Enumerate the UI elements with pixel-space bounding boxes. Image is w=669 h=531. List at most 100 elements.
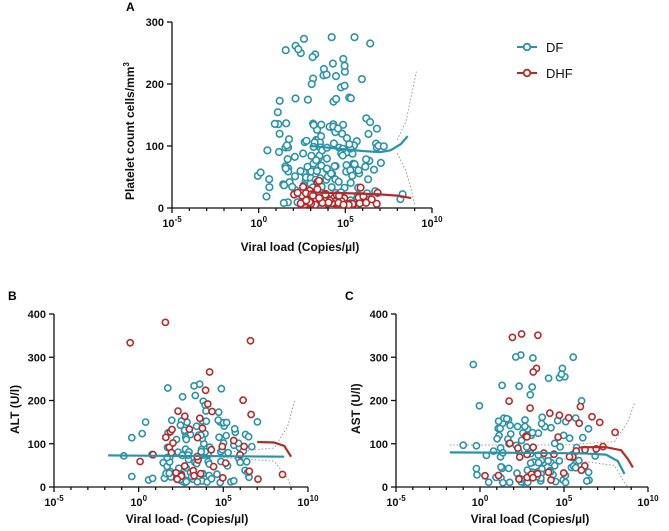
point-df-c	[521, 422, 529, 431]
legend: DF DHF	[517, 40, 573, 81]
point-dhf-c	[575, 419, 584, 428]
point-df-a	[288, 182, 297, 191]
point-df-a	[275, 96, 284, 105]
point-dhf-b	[221, 459, 230, 467]
point-df-a	[308, 52, 317, 62]
point-dhf-c	[523, 432, 531, 441]
point-df-c	[505, 478, 514, 487]
point-df-b	[193, 477, 202, 486]
fit-line-df-a	[310, 135, 409, 154]
y-tick-label: 0	[382, 482, 388, 494]
x-tick-label: 100	[250, 215, 267, 230]
y-tick-label: 100	[28, 439, 46, 451]
point-df-a	[299, 149, 308, 158]
point-df-c	[555, 456, 564, 465]
point-df-b	[138, 429, 147, 438]
point-df-a	[329, 139, 339, 148]
point-df-b	[178, 392, 187, 401]
point-df-a	[303, 95, 313, 104]
point-dhf-b	[278, 470, 287, 479]
point-df-a	[334, 177, 343, 186]
point-dhf-b	[196, 469, 205, 478]
point-df-a	[330, 162, 339, 171]
point-dhf-a	[293, 188, 302, 197]
point-df-c	[484, 478, 493, 487]
point-df-c	[513, 422, 522, 431]
point-df-a	[307, 79, 316, 89]
legend-label-df: DF	[546, 40, 563, 55]
x-tick-label: 1010	[421, 215, 443, 230]
point-dhf-c	[526, 404, 534, 412]
point-df-a	[262, 192, 271, 201]
point-dhf-b	[207, 445, 216, 454]
point-df-c	[498, 478, 507, 487]
point-dhf-c	[547, 476, 555, 484]
point-df-c	[494, 417, 503, 426]
point-df-a	[361, 162, 370, 171]
point-dhf-a	[314, 176, 324, 185]
point-dhf-b	[218, 442, 227, 451]
ci-upper-b	[223, 400, 295, 453]
legend-marker-dhf	[522, 68, 532, 78]
point-df-c	[469, 360, 478, 369]
point-df-b	[141, 418, 150, 426]
point-dhf-b	[203, 400, 212, 408]
point-df-b	[222, 418, 231, 427]
point-df-c	[529, 354, 537, 362]
point-df-c	[522, 443, 531, 451]
x-tick-label: 10-5	[162, 215, 182, 230]
point-df-a	[322, 164, 332, 173]
point-df-b	[127, 472, 136, 481]
point-df-c	[534, 458, 543, 467]
point-df-a	[302, 136, 311, 145]
point-dhf-b	[185, 425, 194, 434]
panel-b: B 0 100 200 300 400 10-5 100 105 1010 Viral load…	[8, 289, 319, 526]
point-df-a	[317, 120, 326, 129]
point-df-c	[472, 464, 481, 473]
point-df-a	[364, 129, 373, 139]
point-dhf-c	[554, 433, 562, 441]
point-dhf-b	[173, 475, 182, 484]
point-df-a	[327, 33, 336, 42]
y-tick-label: 0	[158, 203, 164, 215]
point-dhf-b	[168, 425, 176, 434]
point-dhf-b	[246, 336, 255, 345]
point-df-a	[362, 155, 371, 164]
point-df-a	[273, 108, 282, 117]
point-df-c	[497, 462, 505, 471]
point-dhf-b	[174, 407, 182, 415]
point-dhf-a	[367, 195, 376, 204]
point-df-a	[346, 94, 356, 103]
point-dhf-a	[299, 182, 308, 191]
point-dhf-c	[515, 475, 523, 483]
legend-marker-df	[522, 42, 532, 52]
point-dhf-c	[494, 471, 503, 480]
x-axis-label-a: Viral load (Copies/µl)	[241, 240, 360, 254]
point-df-b	[253, 417, 262, 426]
x-axis-label-b: Viral load- (Copies/µl)	[126, 512, 249, 526]
point-df-c	[521, 416, 529, 424]
point-df-c	[550, 461, 559, 470]
point-df-c	[502, 414, 511, 423]
point-dhf-b	[240, 442, 248, 451]
point-dhf-c	[565, 452, 574, 461]
point-df-b	[202, 417, 211, 426]
point-df-c	[473, 470, 481, 479]
legend-item-dhf: DHF	[517, 66, 573, 81]
point-df-c	[538, 413, 547, 422]
x-tick-label: 105	[337, 215, 354, 230]
x-tick-label: 105	[215, 494, 232, 509]
point-df-a	[296, 167, 305, 176]
point-dhf-b	[136, 457, 144, 466]
point-dhf-b	[190, 471, 198, 480]
point-dhf-c	[481, 471, 489, 480]
point-df-a	[350, 160, 359, 169]
point-df-a	[281, 164, 290, 173]
point-df-c	[556, 442, 564, 451]
point-df-c	[528, 428, 537, 437]
point-df-a	[279, 198, 288, 208]
point-df-c	[504, 464, 513, 473]
point-dhf-c	[555, 411, 564, 420]
point-df-b	[165, 469, 174, 478]
point-dhf-a	[356, 183, 365, 192]
